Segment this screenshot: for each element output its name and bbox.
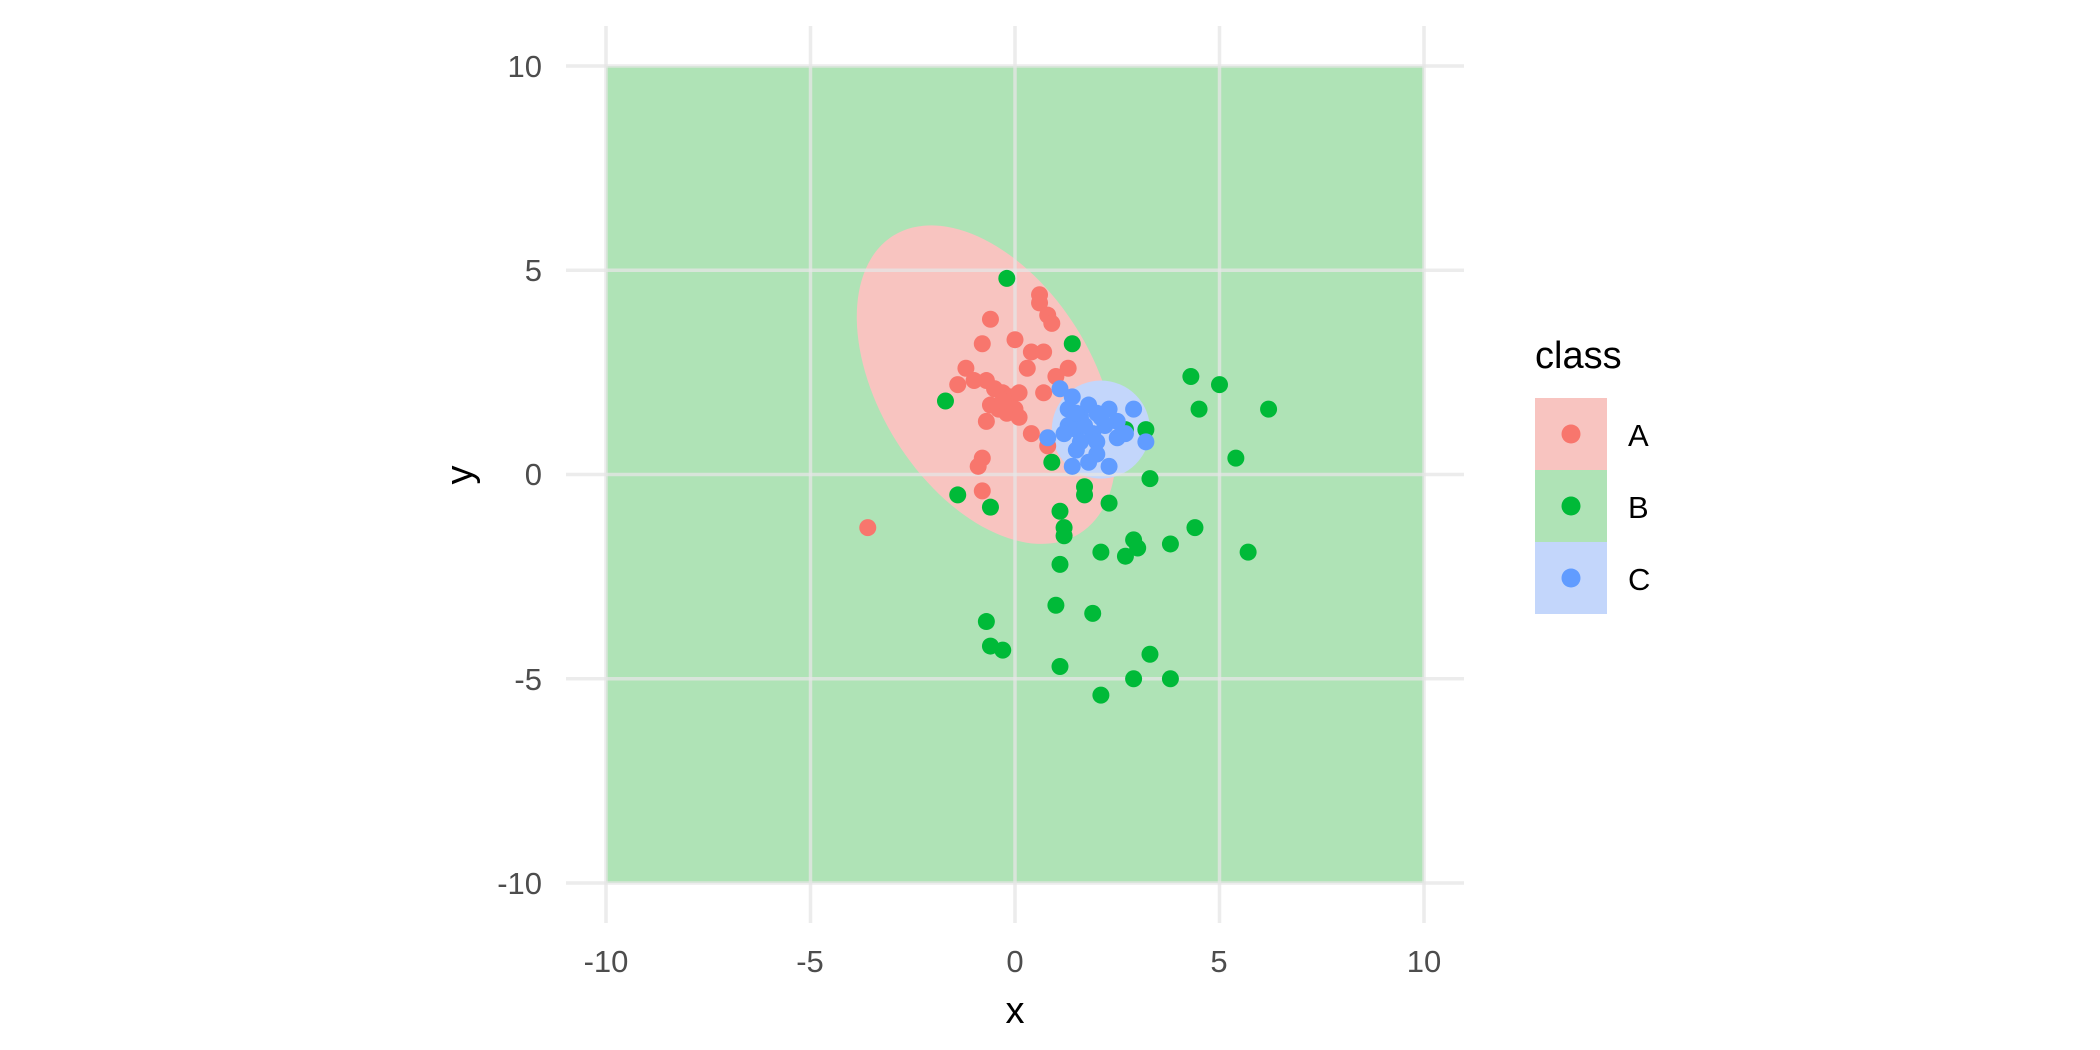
data-point-c — [1125, 400, 1143, 418]
x-tick-label: 0 — [1006, 944, 1023, 979]
x-axis-ticks: -10 -5 0 5 10 — [584, 944, 1442, 979]
data-point-a — [981, 310, 999, 328]
y-axis-title: y — [439, 466, 481, 485]
data-point-b — [1161, 670, 1179, 688]
data-point-a — [973, 335, 991, 353]
data-points — [859, 269, 1278, 704]
data-point-b — [1092, 543, 1110, 561]
data-point-a — [977, 412, 995, 430]
data-point-a — [965, 372, 983, 390]
data-point-a — [949, 376, 967, 394]
data-point-b — [1051, 555, 1069, 573]
data-point-c — [1116, 425, 1134, 443]
data-point-b — [1190, 400, 1208, 418]
data-point-b — [1092, 686, 1110, 704]
data-point-a — [1018, 359, 1036, 377]
x-tick-label: -10 — [584, 944, 629, 979]
x-tick-label: -5 — [796, 944, 824, 979]
data-point-b — [998, 269, 1016, 287]
data-point-a — [1022, 425, 1040, 443]
legend-title: class — [1535, 335, 1622, 377]
legend-item-b: B — [1535, 470, 1649, 542]
legend-item-c: C — [1535, 542, 1650, 614]
data-point-a — [1006, 331, 1024, 349]
legend: class A B C — [1535, 335, 1650, 614]
x-tick-label: 10 — [1407, 944, 1441, 979]
grid-lines — [566, 26, 1464, 923]
data-point-b — [977, 613, 995, 631]
data-point-a — [1059, 359, 1077, 377]
x-axis-title: x — [1006, 990, 1025, 1032]
data-point-a — [973, 449, 991, 467]
data-point-c — [1067, 404, 1085, 422]
data-point-b — [1186, 519, 1204, 537]
data-point-c — [1039, 429, 1057, 447]
x-tick-label: 5 — [1210, 944, 1227, 979]
legend-label-c: C — [1628, 562, 1650, 597]
data-point-b — [1161, 535, 1179, 553]
data-point-b — [936, 392, 954, 410]
legend-item-a: A — [1535, 398, 1649, 470]
data-point-b — [1125, 670, 1143, 688]
data-point-c — [1076, 416, 1094, 434]
data-point-b — [981, 498, 999, 516]
legend-label-b: B — [1628, 490, 1649, 525]
data-point-b — [1051, 502, 1069, 520]
data-point-b — [1260, 400, 1278, 418]
data-point-b — [1055, 527, 1073, 545]
data-point-b — [1084, 604, 1102, 622]
data-point-b — [1051, 657, 1069, 675]
data-point-a — [1010, 384, 1028, 402]
data-point-b — [1141, 470, 1159, 488]
data-point-a — [994, 392, 1012, 410]
y-axis-ticks: 10 5 0 -5 -10 — [497, 49, 542, 901]
y-tick-label: -5 — [514, 662, 542, 697]
data-point-b — [1182, 367, 1200, 385]
y-tick-label: -10 — [497, 866, 542, 901]
data-point-b — [1100, 494, 1118, 512]
data-point-c — [1100, 457, 1118, 475]
data-point-b — [1137, 421, 1155, 439]
data-point-b — [1141, 645, 1159, 663]
data-point-b — [1211, 376, 1228, 394]
data-point-b — [1076, 486, 1094, 504]
data-point-c — [1063, 457, 1081, 475]
data-point-a — [1035, 343, 1053, 361]
data-point-a — [1031, 294, 1049, 312]
legend-label-a: A — [1628, 418, 1649, 453]
data-point-a — [1043, 314, 1061, 332]
data-point-b — [1129, 539, 1147, 557]
y-tick-label: 5 — [525, 253, 542, 288]
data-point-c — [1067, 441, 1085, 459]
data-point-b — [1116, 547, 1134, 565]
data-point-b — [1227, 449, 1245, 467]
data-point-c — [1055, 425, 1073, 443]
data-point-c — [1137, 433, 1155, 451]
legend-dot-a — [1561, 424, 1581, 444]
data-point-b — [994, 641, 1012, 659]
data-point-a — [859, 519, 877, 537]
data-point-c — [1051, 380, 1069, 398]
data-point-a — [1035, 384, 1053, 402]
legend-dot-c — [1561, 568, 1581, 588]
data-point-c — [1088, 433, 1106, 451]
data-point-a — [957, 359, 975, 377]
data-point-b — [1063, 335, 1081, 353]
data-point-b — [1043, 453, 1061, 471]
data-point-b — [1047, 596, 1065, 614]
data-point-c — [1092, 408, 1110, 426]
y-tick-label: 0 — [525, 457, 542, 492]
y-tick-label: 10 — [508, 49, 542, 84]
data-point-a — [1010, 408, 1028, 426]
data-point-a — [973, 482, 991, 500]
data-point-c — [1080, 453, 1098, 471]
data-point-a — [1022, 343, 1040, 361]
data-point-b — [949, 486, 967, 504]
legend-dot-b — [1561, 496, 1581, 516]
data-point-b — [1239, 543, 1257, 561]
